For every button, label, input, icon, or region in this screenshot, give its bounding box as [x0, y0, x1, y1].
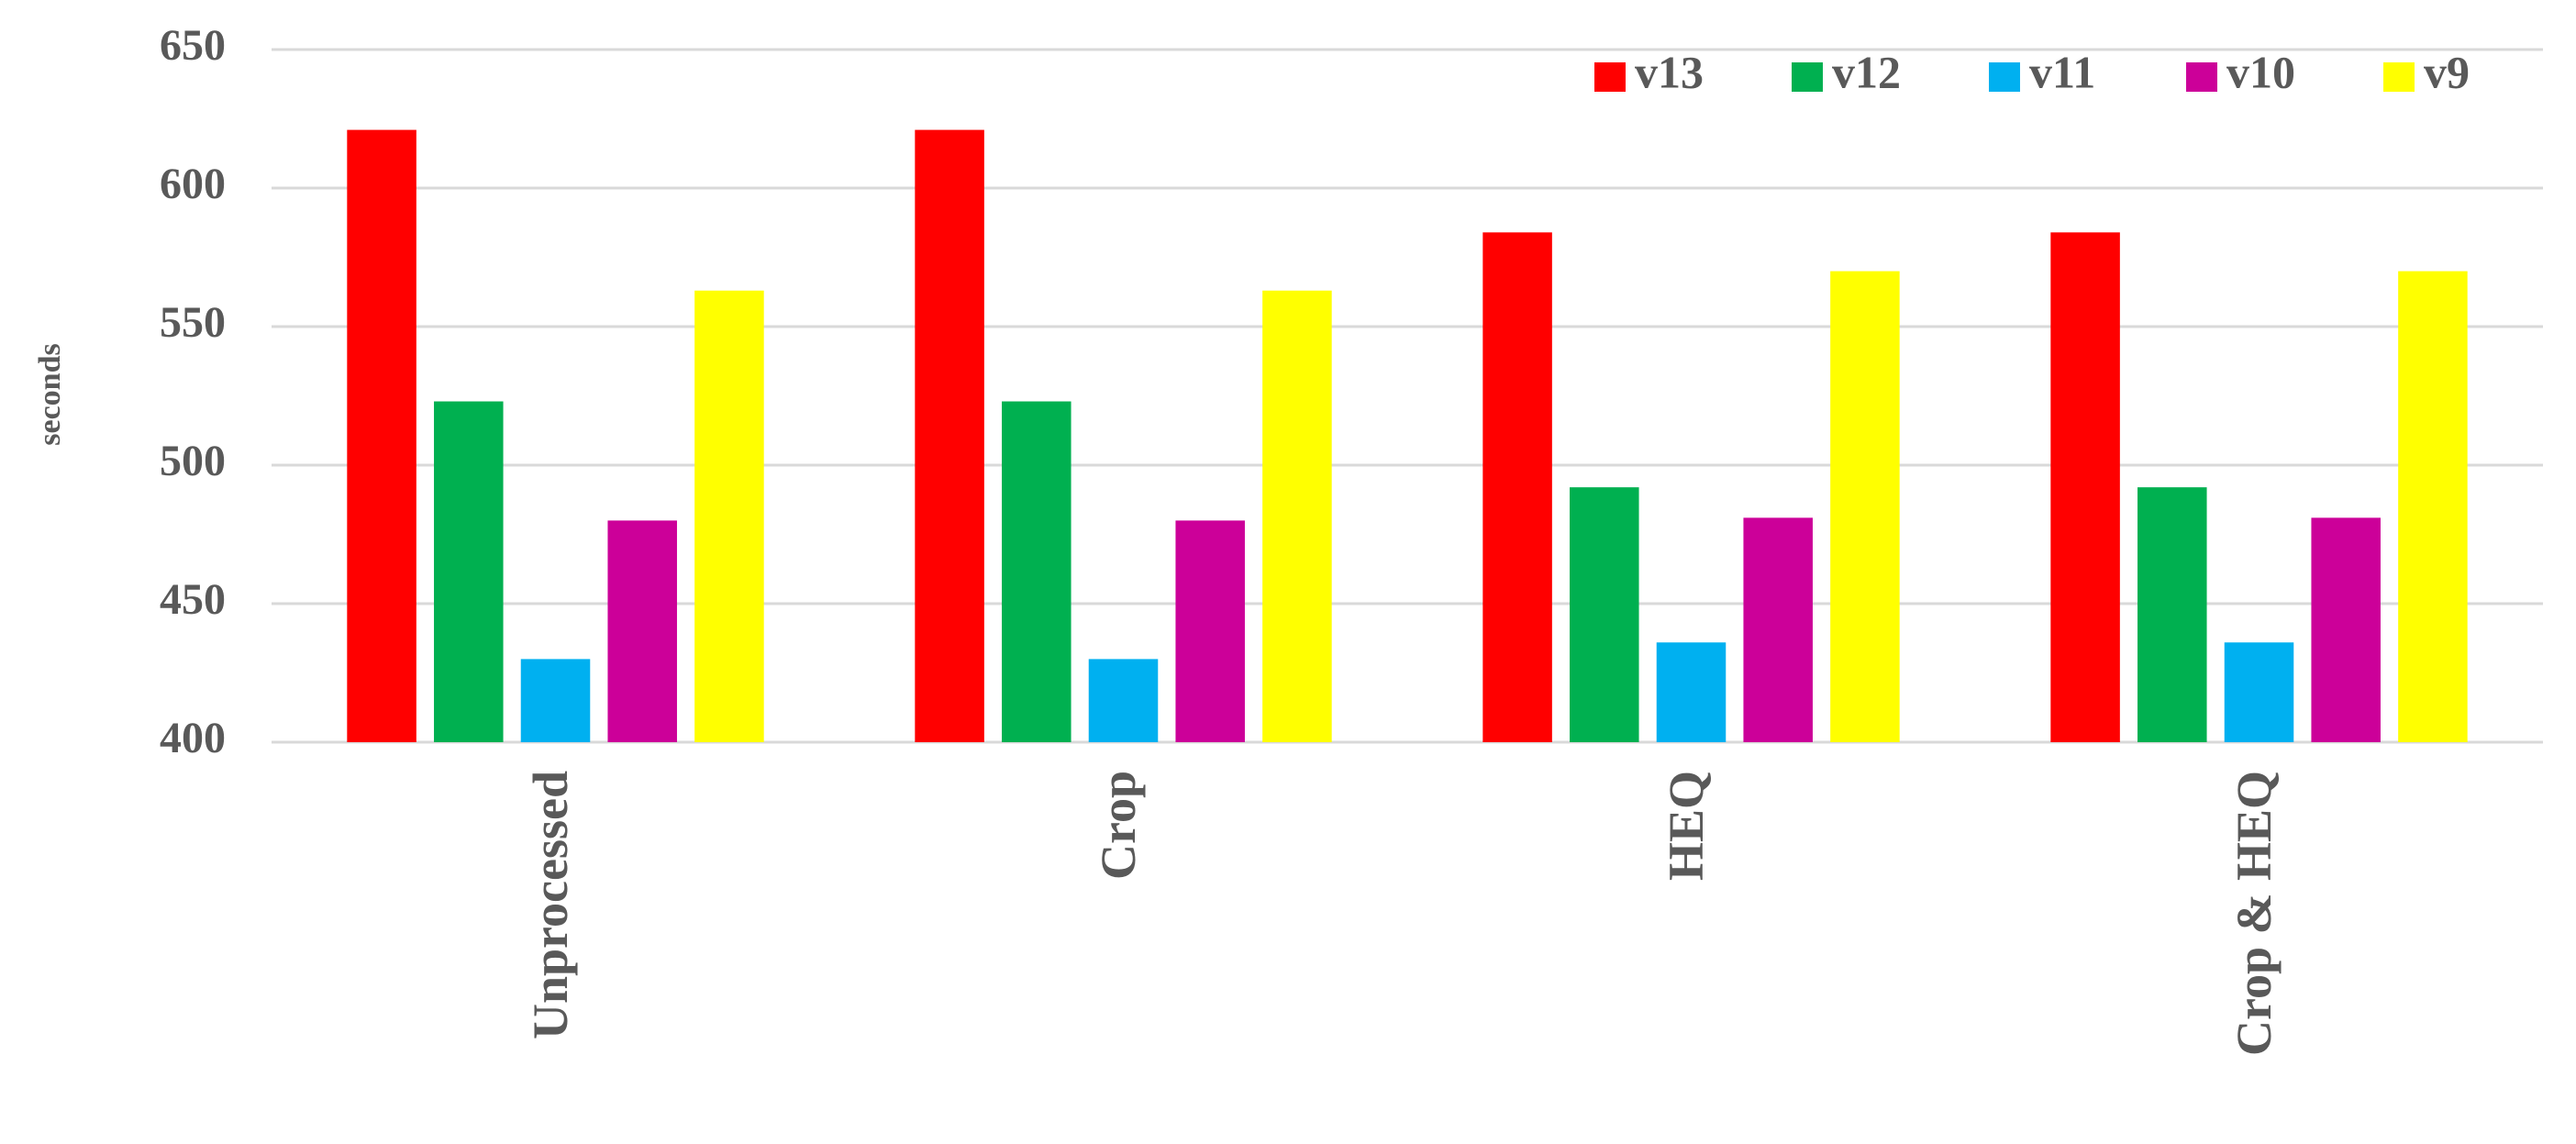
bar: [1656, 642, 1727, 742]
bar: [1002, 401, 1071, 742]
legend-label: v12: [1832, 46, 1901, 97]
legend-label: v9: [2424, 46, 2470, 97]
bar: [2398, 271, 2468, 743]
legend-label: v11: [2029, 46, 2095, 97]
bar: [915, 129, 984, 742]
legend-label: v10: [2226, 46, 2295, 97]
legend-label: v13: [1635, 46, 1704, 97]
y-tick-label: 550: [160, 298, 226, 347]
bar: [2137, 487, 2207, 742]
y-tick-label: 600: [160, 160, 226, 208]
bar: [2224, 642, 2294, 742]
bar: [607, 520, 677, 742]
bar: [1830, 271, 1900, 743]
x-tick-label: Crop & HEQ: [2226, 771, 2282, 1056]
legend-swatch: [1594, 62, 1626, 92]
x-tick-label: HEQ: [1659, 771, 1714, 881]
y-tick-label: 400: [160, 714, 226, 762]
x-tick-label: Unprocessed: [523, 771, 578, 1039]
bar: [2050, 232, 2120, 742]
bar: [520, 659, 591, 742]
bar: [1175, 520, 1245, 742]
bar: [694, 290, 764, 742]
bar: [2311, 517, 2381, 742]
bar: [1743, 517, 1813, 742]
legend-swatch: [2186, 62, 2217, 92]
bar: [1482, 232, 1552, 742]
bar: [434, 401, 504, 742]
bar: [1262, 290, 1332, 742]
y-axis-label: seconds: [33, 343, 67, 445]
y-tick-label: 500: [160, 437, 226, 485]
bar: [347, 129, 416, 742]
legend-swatch: [2383, 62, 2415, 92]
bar: [1088, 659, 1159, 742]
bar: [1570, 487, 1639, 742]
y-tick-label: 450: [160, 575, 226, 624]
x-tick-label: Crop: [1091, 771, 1146, 880]
legend-swatch: [1792, 62, 1823, 92]
legend-swatch: [1989, 62, 2020, 92]
y-tick-label: 650: [160, 21, 226, 70]
